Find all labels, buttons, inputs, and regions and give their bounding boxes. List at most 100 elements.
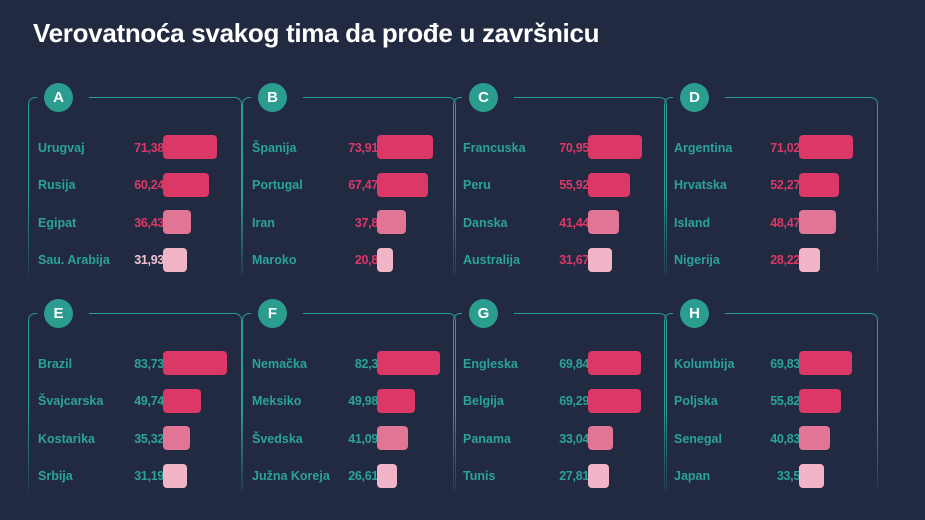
team-probability: 31,19 [134,469,164,484]
group-card-c: C Francuska 70,95 Peru 55,92 Danska 41,44 Austr… [453,83,667,275]
team-name: Japan [674,469,711,484]
card-frame [453,97,667,275]
team-probability: 67,47 [348,178,378,193]
team-probability: 55,82 [770,394,800,409]
team-probability: 70,95 [559,140,589,155]
team-name: Meksiko [252,394,302,409]
probability-bar [377,172,428,197]
probability-bar [588,388,641,413]
card-frame [664,313,878,491]
team-name: Rusija [38,178,76,193]
team-row: Kolumbija 69,83 [674,345,878,383]
team-probability: 48,47 [770,215,800,230]
team-probability: 26,61 [348,469,378,484]
team-probability: 49,74 [134,394,164,409]
group-badge: G [469,299,498,328]
team-list: Brazil 83,73 Švajcarska 49,74 Kostarika 35,32… [38,345,242,495]
team-name: Švajcarska [38,394,104,409]
team-name: Senegal [674,431,722,446]
team-name: Španija [252,140,297,155]
team-probability: 71,02 [770,140,800,155]
group-badge: F [258,299,287,328]
probability-bar [377,388,415,413]
probability-bar [163,172,209,197]
team-name: Urugvaj [38,140,85,155]
team-probability: 36,43 [134,215,164,230]
probability-bar [588,463,609,488]
team-row: Egipat 36,43 [38,204,242,242]
team-probability: 55,92 [559,178,589,193]
team-name: Nigerija [674,253,720,268]
team-row: Nemačka 82,3 [252,345,456,383]
team-row: Brazil 83,73 [38,345,242,383]
team-name: Poljska [674,394,718,409]
team-name: Brazil [38,356,73,371]
team-name: Sau. Arabija [38,253,110,268]
probability-bar [163,426,190,450]
team-name: Maroko [252,253,297,268]
team-row: Tunis 27,81 [463,458,667,496]
team-probability: 41,44 [559,215,589,230]
probability-bar [799,388,841,413]
probability-bar [799,426,830,450]
team-probability: 28,22 [770,253,800,268]
team-row: Kostarika 35,32 [38,420,242,458]
team-row: Švajcarska 49,74 [38,383,242,421]
probability-bar [377,351,440,375]
team-name: Panama [463,431,511,446]
probability-bar [163,210,191,234]
team-probability: 82,3 [354,356,378,371]
group-card-g: G Engleska 69,84 Belgija 69,29 Panama 33,04 Tun… [453,299,667,491]
team-row: Senegal 40,83 [674,420,878,458]
team-list: Urugvaj 71,38 Rusija 60,24 Egipat 36,43 Sau. A… [38,129,242,279]
team-row: Južna Koreja 26,61 [252,458,456,496]
team-name: Island [674,215,711,230]
team-probability: 35,32 [134,431,164,446]
team-name: Engleska [463,356,518,371]
team-row: Argentina 71,02 [674,129,878,167]
team-list: Argentina 71,02 Hrvatska 52,27 Island 48,47 Ni… [674,129,878,279]
team-name: Australija [463,253,520,268]
team-row: Maroko 20,8 [252,242,456,280]
group-badge: C [469,83,498,112]
group-card-b: B Španija 73,91 Portugal 67,47 Iran 37,8 Maroko… [242,83,456,275]
probability-bar [799,172,839,197]
team-name: Peru [463,178,491,193]
team-name: Argentina [674,140,733,155]
team-row: Poljska 55,82 [674,383,878,421]
team-probability: 20,8 [354,253,378,268]
team-name: Egipat [38,215,77,230]
probability-bar [163,247,187,272]
group-card-e: E Brazil 83,73 Švajcarska 49,74 Kostarika 35,3… [28,299,242,491]
team-probability: 60,24 [134,178,164,193]
team-name: Švedska [252,431,303,446]
team-row: Iran 37,8 [252,204,456,242]
team-row: Rusija 60,24 [38,167,242,205]
probability-bar [588,172,630,197]
team-name: Nemačka [252,356,307,371]
group-card-h: H Kolumbija 69,83 Poljska 55,82 Senegal 40,83 J… [664,299,878,491]
probability-bar [588,351,641,375]
team-row: Urugvaj 71,38 [38,129,242,167]
probability-bar [163,463,187,488]
group-card-f: F Nemačka 82,3 Meksiko 49,98 Švedska 41,09 Južn… [242,299,456,491]
team-name: Kolumbija [674,356,735,371]
team-list: Engleska 69,84 Belgija 69,29 Panama 33,04 Tuni… [463,345,667,495]
group-card-d: D Argentina 71,02 Hrvatska 52,27 Island 48,47 N… [664,83,878,275]
team-row: Danska 41,44 [463,204,667,242]
team-row: Belgija 69,29 [463,383,667,421]
team-probability: 33,04 [559,431,589,446]
group-badge: E [44,299,73,328]
probability-bar [799,351,852,375]
probability-bar [377,463,397,488]
team-probability: 83,73 [134,356,164,371]
team-probability: 40,83 [770,431,800,446]
probability-bar [163,135,217,159]
team-row: Sau. Arabija 31,93 [38,242,242,280]
card-frame [453,313,667,491]
page-title: Verovatnoća svakog tima da prođe u završ… [33,18,600,48]
probability-bar [588,426,613,450]
group-badge: B [258,83,287,112]
team-probability: 69,83 [770,356,800,371]
